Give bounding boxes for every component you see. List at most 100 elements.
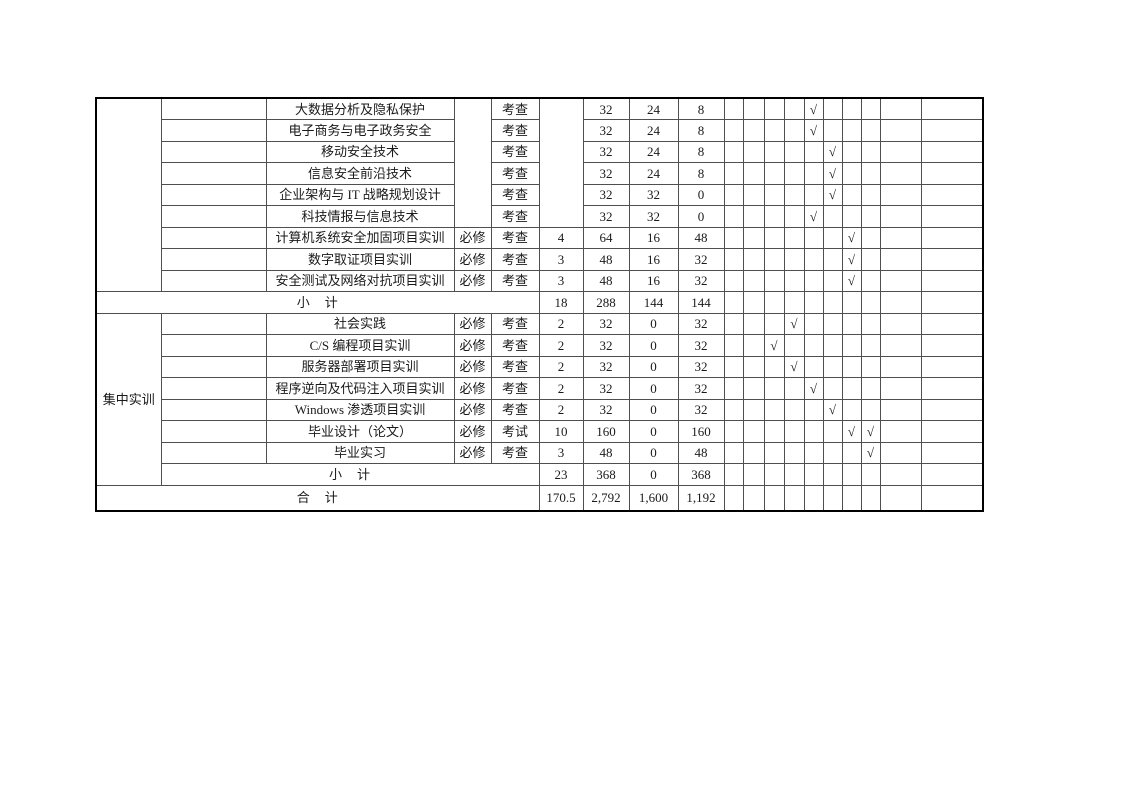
subcategory-cell bbox=[160, 334, 267, 357]
trailing-empty-cell-1 bbox=[879, 377, 922, 400]
semester-cell-8 bbox=[860, 97, 881, 120]
semester-cell-2 bbox=[742, 119, 765, 142]
semester-cell-3 bbox=[763, 484, 785, 512]
semester-cell-6 bbox=[822, 248, 843, 271]
practice-hours-cell: 0 bbox=[677, 183, 725, 206]
total-hours-cell: 32 bbox=[582, 183, 630, 206]
trailing-empty-cell-2 bbox=[920, 334, 984, 357]
total-hours-cell: 32 bbox=[582, 355, 630, 378]
semester-cell-4 bbox=[783, 119, 805, 142]
trailing-empty-cell-2 bbox=[920, 269, 984, 292]
subcategory-cell bbox=[160, 183, 267, 206]
subcategory-cell bbox=[160, 269, 267, 292]
course-name-cell: 数字取证项目实训 bbox=[265, 248, 455, 271]
trailing-empty-cell-1 bbox=[879, 226, 922, 249]
semester-cell-3 bbox=[763, 183, 785, 206]
trailing-empty-cell-1 bbox=[879, 334, 922, 357]
total-hours-cell: 160 bbox=[582, 420, 630, 443]
semester-cell-1 bbox=[723, 355, 744, 378]
exam-method-cell: 考查 bbox=[490, 355, 540, 378]
checkmark-icon: √ bbox=[803, 205, 824, 228]
semester-cell-7 bbox=[841, 205, 862, 228]
subcategory-cell bbox=[160, 248, 267, 271]
semester-cell-6 bbox=[822, 420, 843, 443]
theory-hours-cell: 0 bbox=[628, 420, 679, 443]
course-name-cell: 毕业设计（论文） bbox=[265, 420, 455, 443]
semester-cell-3 bbox=[763, 119, 785, 142]
checkmark-icon: √ bbox=[841, 248, 862, 271]
category-cell bbox=[95, 97, 162, 292]
trailing-empty-cell-1 bbox=[879, 291, 922, 314]
semester-cell-4 bbox=[783, 97, 805, 120]
course-type-merged-cell bbox=[453, 97, 492, 228]
semester-cell-2 bbox=[742, 248, 765, 271]
semester-cell-4 bbox=[783, 140, 805, 163]
checkmark-icon: √ bbox=[763, 334, 785, 357]
trailing-empty-cell-2 bbox=[920, 441, 984, 464]
practice-hours-cell: 160 bbox=[677, 420, 725, 443]
semester-cell-7 bbox=[841, 183, 862, 206]
practice-hours-cell: 32 bbox=[677, 398, 725, 421]
credit-cell: 10 bbox=[538, 420, 584, 443]
semester-cell-5 bbox=[803, 269, 824, 292]
semester-cell-2 bbox=[742, 97, 765, 120]
course-name-cell: Windows 渗透项目实训 bbox=[265, 398, 455, 421]
practice-hours-cell: 0 bbox=[677, 205, 725, 228]
semester-cell-2 bbox=[742, 312, 765, 335]
semester-cell-4 bbox=[783, 183, 805, 206]
semester-cell-2 bbox=[742, 398, 765, 421]
credit-cell: 170.5 bbox=[538, 484, 584, 512]
semester-cell-3 bbox=[763, 269, 785, 292]
semester-cell-3 bbox=[763, 355, 785, 378]
exam-method-cell: 考查 bbox=[490, 334, 540, 357]
course-name-cell: 信息安全前沿技术 bbox=[265, 162, 455, 185]
semester-cell-6 bbox=[822, 484, 843, 512]
subcategory-cell bbox=[160, 140, 267, 163]
semester-cell-5 bbox=[803, 484, 824, 512]
theory-hours-cell: 1,600 bbox=[628, 484, 679, 512]
course-name-cell: 程序逆向及代码注入项目实训 bbox=[265, 377, 455, 400]
practice-hours-cell: 48 bbox=[677, 226, 725, 249]
theory-hours-cell: 24 bbox=[628, 119, 679, 142]
trailing-empty-cell-2 bbox=[920, 420, 984, 443]
semester-cell-5 bbox=[803, 248, 824, 271]
theory-hours-cell: 0 bbox=[628, 355, 679, 378]
semester-cell-3 bbox=[763, 248, 785, 271]
checkmark-icon: √ bbox=[822, 398, 843, 421]
trailing-empty-cell-2 bbox=[920, 162, 984, 185]
curriculum-table-sheet: 大数据分析及隐私保护 考查 32 24 8 √ 电子商务与电子政务安全 考查 32 24 8 √ 移动安… bbox=[95, 97, 984, 512]
course-type-cell: 必修 bbox=[453, 377, 492, 400]
exam-method-cell: 考试 bbox=[490, 420, 540, 443]
theory-hours-cell: 0 bbox=[628, 441, 679, 464]
trailing-empty-cell-1 bbox=[879, 248, 922, 271]
semester-cell-8 bbox=[860, 248, 881, 271]
trailing-empty-cell-1 bbox=[879, 312, 922, 335]
semester-cell-2 bbox=[742, 484, 765, 512]
trailing-empty-cell-1 bbox=[879, 119, 922, 142]
credit-cell: 3 bbox=[538, 269, 584, 292]
semester-cell-1 bbox=[723, 226, 744, 249]
practice-hours-cell: 144 bbox=[677, 291, 725, 314]
total-hours-cell: 32 bbox=[582, 119, 630, 142]
total-hours-cell: 288 bbox=[582, 291, 630, 314]
subcategory-cell bbox=[160, 355, 267, 378]
trailing-empty-cell-1 bbox=[879, 162, 922, 185]
total-hours-cell: 32 bbox=[582, 377, 630, 400]
semester-cell-5 bbox=[803, 463, 824, 486]
semester-cell-6 bbox=[822, 334, 843, 357]
course-type-cell: 必修 bbox=[453, 226, 492, 249]
practice-hours-cell: 32 bbox=[677, 312, 725, 335]
trailing-empty-cell-1 bbox=[879, 269, 922, 292]
subtotal-label: 小 计 bbox=[95, 291, 540, 314]
semester-cell-8 bbox=[860, 205, 881, 228]
subcategory-cell bbox=[160, 441, 267, 464]
total-hours-cell: 48 bbox=[582, 248, 630, 271]
exam-method-cell: 考查 bbox=[490, 441, 540, 464]
semester-cell-4 bbox=[783, 269, 805, 292]
theory-hours-cell: 0 bbox=[628, 463, 679, 486]
course-name-cell: 企业架构与 IT 战略规划设计 bbox=[265, 183, 455, 206]
checkmark-icon: √ bbox=[803, 377, 824, 400]
theory-hours-cell: 24 bbox=[628, 97, 679, 120]
checkmark-icon: √ bbox=[860, 441, 881, 464]
semester-cell-4 bbox=[783, 291, 805, 314]
